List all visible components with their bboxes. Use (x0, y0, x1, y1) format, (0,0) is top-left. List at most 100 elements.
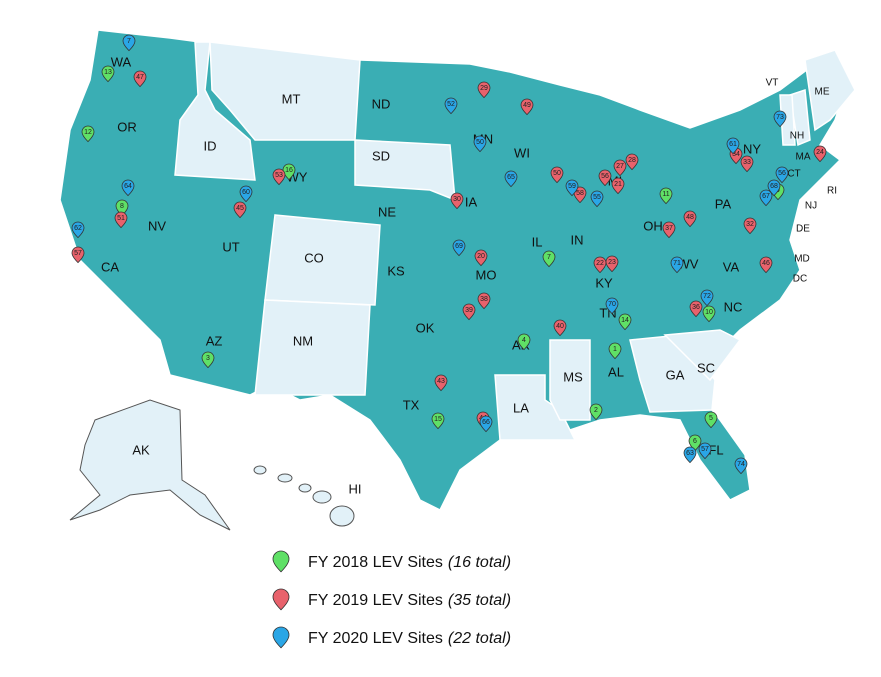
pin-label: 20 (477, 253, 485, 260)
state-label: MD (794, 254, 810, 265)
pin (726, 137, 740, 155)
pin-label: 6 (693, 438, 697, 445)
pin (702, 305, 716, 323)
pin-label: 13 (104, 69, 112, 76)
state-label: GA (666, 367, 685, 382)
state-label: MO (476, 267, 497, 282)
pin-label: 70 (608, 301, 616, 308)
pin (767, 179, 781, 197)
state-label: IN (571, 232, 584, 247)
state-label: LA (513, 400, 529, 415)
pin (605, 255, 619, 273)
pin (589, 403, 603, 421)
pin-label: 47 (136, 74, 144, 81)
pin-label: 3 (206, 355, 210, 362)
pin (431, 412, 445, 430)
pin (233, 201, 247, 219)
state-label: HI (349, 481, 362, 496)
state-label: TX (403, 397, 420, 412)
state-label: NE (378, 204, 396, 219)
pin-label: 22 (596, 260, 604, 267)
pin (688, 434, 702, 452)
state-label: MS (563, 369, 583, 384)
pin (462, 303, 476, 321)
pin (272, 550, 290, 573)
pin-label: 58 (576, 190, 584, 197)
pin (542, 250, 556, 268)
pin-label: 65 (507, 174, 515, 181)
pin (450, 192, 464, 210)
state-label: DE (796, 224, 810, 235)
state-label: SD (372, 148, 390, 163)
pin-label: 59 (568, 183, 576, 190)
pin (71, 221, 85, 239)
state-label: NM (293, 333, 313, 348)
pin-label: 16 (285, 167, 293, 174)
state-label: ND (372, 96, 391, 111)
pin (477, 81, 491, 99)
island (298, 483, 312, 493)
pin-label: 53 (275, 172, 283, 179)
legend-note: (16 total) (448, 554, 511, 571)
pin (565, 179, 579, 197)
pin (272, 626, 290, 649)
pin (504, 170, 518, 188)
non-participating-states (174, 41, 856, 441)
pin-label: 36 (692, 304, 700, 311)
pin (434, 374, 448, 392)
state-shape (254, 299, 371, 396)
state-label: NH (790, 131, 804, 142)
state-label: OH (643, 218, 663, 233)
pin (683, 210, 697, 228)
pin-label: 15 (434, 416, 442, 423)
pin-label: 73 (776, 114, 784, 121)
pin-label: 49 (523, 102, 531, 109)
pin (613, 159, 627, 177)
pin-label: 5 (709, 415, 713, 422)
pin (700, 289, 714, 307)
pin (704, 411, 718, 429)
pin-label: 46 (762, 260, 770, 267)
pin-label: 69 (455, 243, 463, 250)
state-shape (789, 88, 811, 147)
pin (479, 415, 493, 433)
pin-label: 52 (447, 101, 455, 108)
pin (573, 186, 587, 204)
pin-label: 71 (673, 260, 681, 267)
state-label: UT (222, 239, 239, 254)
pin (683, 446, 697, 464)
state-label: NY (743, 141, 761, 156)
pin (775, 166, 789, 184)
state-labels: WAORCANVIDMTWYUTAZCONMNDSDNEKSOKTXMNIAMO… (101, 54, 837, 496)
state-shape (174, 41, 256, 181)
pin-label: 56 (601, 173, 609, 180)
pin (611, 177, 625, 195)
state-label: ID (204, 138, 217, 153)
state-label: CO (304, 250, 324, 265)
legend-note: (22 total) (448, 630, 511, 647)
state-shape (494, 374, 577, 441)
pin (698, 442, 712, 460)
pin (452, 239, 466, 257)
state-label: IL (532, 234, 543, 249)
island (329, 505, 355, 527)
pin-label: 43 (437, 378, 445, 385)
pin-label: 40 (556, 323, 564, 330)
pin-label: 61 (729, 141, 737, 148)
pin (605, 297, 619, 315)
state-shape (264, 214, 381, 306)
state-label: CA (101, 259, 119, 274)
pin-label: 50 (553, 170, 561, 177)
state-label: NC (724, 299, 743, 314)
legend: FY 2018 LEV Sites (16 total) FY 2019 LEV S… (272, 550, 511, 649)
pin-label: 57 (701, 446, 709, 453)
pin (114, 211, 128, 229)
legend-note: (35 total) (448, 592, 511, 609)
pin (670, 256, 684, 274)
pin (662, 221, 676, 239)
pin (272, 168, 286, 186)
pin (590, 190, 604, 208)
pin-label: 63 (686, 450, 694, 457)
pin-label: 67 (762, 193, 770, 200)
state-label: NV (148, 218, 166, 233)
